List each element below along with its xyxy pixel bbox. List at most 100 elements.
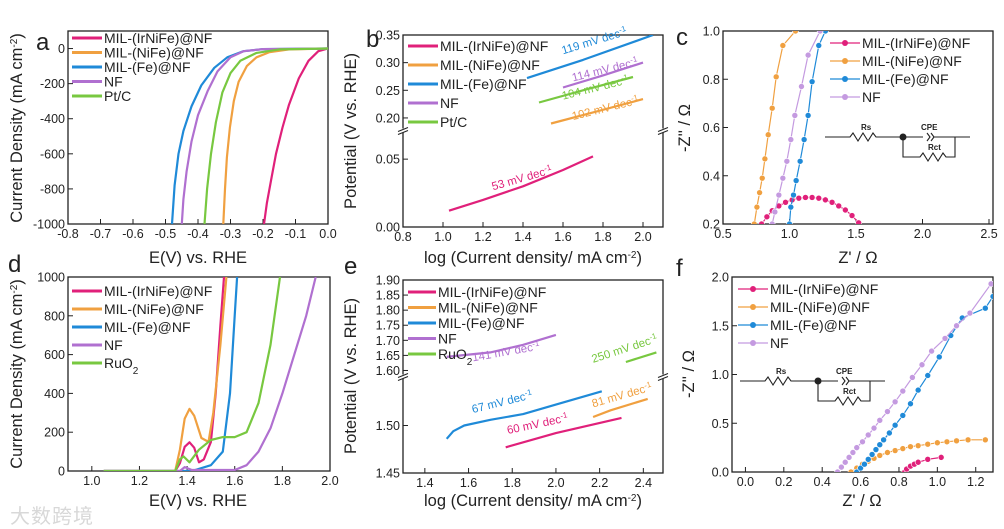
panel-letter: e <box>344 253 357 280</box>
data-point <box>787 203 795 211</box>
circuit-wires <box>740 375 885 407</box>
data-point <box>845 454 853 461</box>
equivalent-circuit <box>825 131 970 163</box>
x-axis-label: Z' / Ω <box>842 492 881 510</box>
data-point <box>884 408 891 415</box>
x-tick-label: 2.5 <box>980 227 997 241</box>
x-axis-label: log (Current density/ mA cm-2) <box>424 492 642 510</box>
data-point <box>899 387 907 395</box>
script-text: -2 <box>628 250 637 261</box>
x-tick-label: 1.8 <box>274 474 291 488</box>
data-point <box>886 429 893 437</box>
data-point <box>924 372 932 379</box>
legend-label: Pt/C <box>104 88 131 104</box>
data-point <box>783 157 791 165</box>
legend-label: NF <box>104 337 123 353</box>
x-tick-label: -0.6 <box>122 227 144 241</box>
data-point <box>768 220 776 224</box>
y-tick-label: 1.90 <box>376 274 400 288</box>
script-text: 2 <box>467 357 473 368</box>
x-tick-label: 1.0 <box>781 227 798 241</box>
circuit-label-rs: Rs <box>861 123 872 132</box>
x-tick-label: -0.8 <box>57 227 79 241</box>
y-tick-label: 1.45 <box>376 467 400 481</box>
y-tick-label: 600 <box>44 348 65 362</box>
x-tick-label: 1.5 <box>847 227 864 241</box>
data-point <box>815 194 823 202</box>
data-point <box>841 458 849 466</box>
script-text: ) <box>8 33 26 39</box>
y-tick-label: 1000 <box>37 271 65 285</box>
legend-label: MIL-(IrNiFe)@NF <box>104 283 212 299</box>
y-tick-label: 0.0 <box>712 466 729 480</box>
data-point <box>907 400 914 408</box>
plot-area <box>750 31 862 224</box>
x-tick-label: 0.2 <box>775 475 792 489</box>
data-point <box>943 438 951 446</box>
legend-label: MIL-(IrNiFe)@NF <box>438 284 546 300</box>
data-point <box>771 208 779 216</box>
x-tick-label: -0.3 <box>220 227 242 241</box>
y-tick-label: 1.5 <box>712 319 729 333</box>
data-point <box>804 112 812 119</box>
data-point <box>798 83 805 90</box>
data-point <box>763 213 771 221</box>
x-tick-label: 0.0 <box>319 227 336 241</box>
data-point <box>941 335 949 342</box>
data-point <box>822 196 829 204</box>
data-point <box>857 464 864 472</box>
axis-break-mark <box>397 373 409 378</box>
y-tick-label: 200 <box>44 426 65 440</box>
series-line-1 <box>592 397 649 419</box>
legend-label: MIL-(IrNiFe)@NF <box>104 30 212 46</box>
plot-area <box>445 333 657 449</box>
x-tick-label: 1.8 <box>504 476 521 490</box>
script-text: ) <box>636 249 642 267</box>
series-line-4 <box>625 351 657 364</box>
data-point <box>787 136 795 143</box>
legend-label: MIL-(NiFe)@NF <box>104 301 204 317</box>
y-tick-label: 1.65 <box>376 349 400 363</box>
series-line-3 <box>180 47 328 224</box>
legend-label: Pt/C <box>440 114 467 130</box>
series-line-0 <box>448 155 594 212</box>
series-line-2 <box>788 31 826 224</box>
legend-label: MIL-(Fe)@NF <box>862 71 949 87</box>
series-line-2 <box>526 35 654 80</box>
plot-area <box>834 280 993 472</box>
panel-e: 1.4 1.6 1.8 2.0 2.2 2.41.451.501.601.651.701.… <box>342 253 669 510</box>
y-axis-label: Current Density (mA cm-2) <box>8 33 26 223</box>
data-point <box>928 347 935 355</box>
y-axis-label: Current Density (mA cm-2) <box>8 279 26 469</box>
data-point <box>891 421 899 429</box>
data-point <box>758 174 766 182</box>
x-tick-label: 0.0 <box>737 475 754 489</box>
x-tick-label: 1.2 <box>967 475 984 489</box>
script-text: -1 <box>523 387 533 398</box>
data-point <box>914 442 922 449</box>
legend-label: MIL-(Fe)@NF <box>440 76 527 92</box>
data-point <box>792 31 799 35</box>
series-line-1 <box>753 31 796 224</box>
y-tick-label: 2.0 <box>712 271 729 285</box>
legend-label: NF <box>862 89 881 105</box>
data-point <box>870 424 878 432</box>
data-point <box>855 219 862 224</box>
data-point <box>838 463 845 471</box>
series-line-2 <box>170 47 328 224</box>
legend-label: NF <box>770 335 789 351</box>
script-text: -1 <box>643 379 653 390</box>
plot-area <box>103 277 317 471</box>
data-point <box>779 42 787 49</box>
data-point <box>791 112 799 119</box>
equivalent-circuit <box>740 375 885 407</box>
script-text: -1 <box>618 23 628 34</box>
x-tick-label: 1.8 <box>594 230 611 244</box>
data-point <box>924 440 932 448</box>
axis-break-mark <box>657 127 669 132</box>
script-text: ) <box>8 279 26 285</box>
script-text: -1 <box>543 162 553 173</box>
data-point <box>935 353 943 361</box>
y-tick-label: -200 <box>40 77 65 91</box>
data-point <box>786 220 793 224</box>
